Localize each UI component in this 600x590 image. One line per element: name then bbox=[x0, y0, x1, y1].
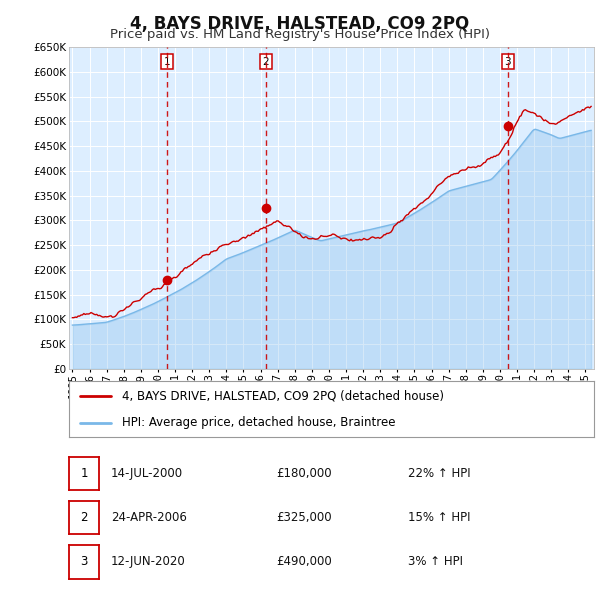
Text: 22% ↑ HPI: 22% ↑ HPI bbox=[408, 467, 470, 480]
Text: Price paid vs. HM Land Registry's House Price Index (HPI): Price paid vs. HM Land Registry's House … bbox=[110, 28, 490, 41]
Text: 2: 2 bbox=[263, 57, 269, 67]
Text: 3: 3 bbox=[505, 57, 511, 67]
Text: 4, BAYS DRIVE, HALSTEAD, CO9 2PQ (detached house): 4, BAYS DRIVE, HALSTEAD, CO9 2PQ (detach… bbox=[121, 390, 443, 403]
Text: 15% ↑ HPI: 15% ↑ HPI bbox=[408, 511, 470, 525]
Text: 1: 1 bbox=[164, 57, 170, 67]
Text: £180,000: £180,000 bbox=[276, 467, 332, 480]
Text: 4, BAYS DRIVE, HALSTEAD, CO9 2PQ: 4, BAYS DRIVE, HALSTEAD, CO9 2PQ bbox=[130, 15, 470, 33]
Text: £490,000: £490,000 bbox=[276, 555, 332, 569]
Text: 12-JUN-2020: 12-JUN-2020 bbox=[111, 555, 186, 569]
Text: 2: 2 bbox=[80, 511, 88, 525]
Text: 14-JUL-2000: 14-JUL-2000 bbox=[111, 467, 183, 480]
Text: 24-APR-2006: 24-APR-2006 bbox=[111, 511, 187, 525]
Text: HPI: Average price, detached house, Braintree: HPI: Average price, detached house, Brai… bbox=[121, 416, 395, 429]
Text: 3: 3 bbox=[80, 555, 88, 569]
Text: 1: 1 bbox=[80, 467, 88, 480]
Text: £325,000: £325,000 bbox=[276, 511, 332, 525]
Text: 3% ↑ HPI: 3% ↑ HPI bbox=[408, 555, 463, 569]
